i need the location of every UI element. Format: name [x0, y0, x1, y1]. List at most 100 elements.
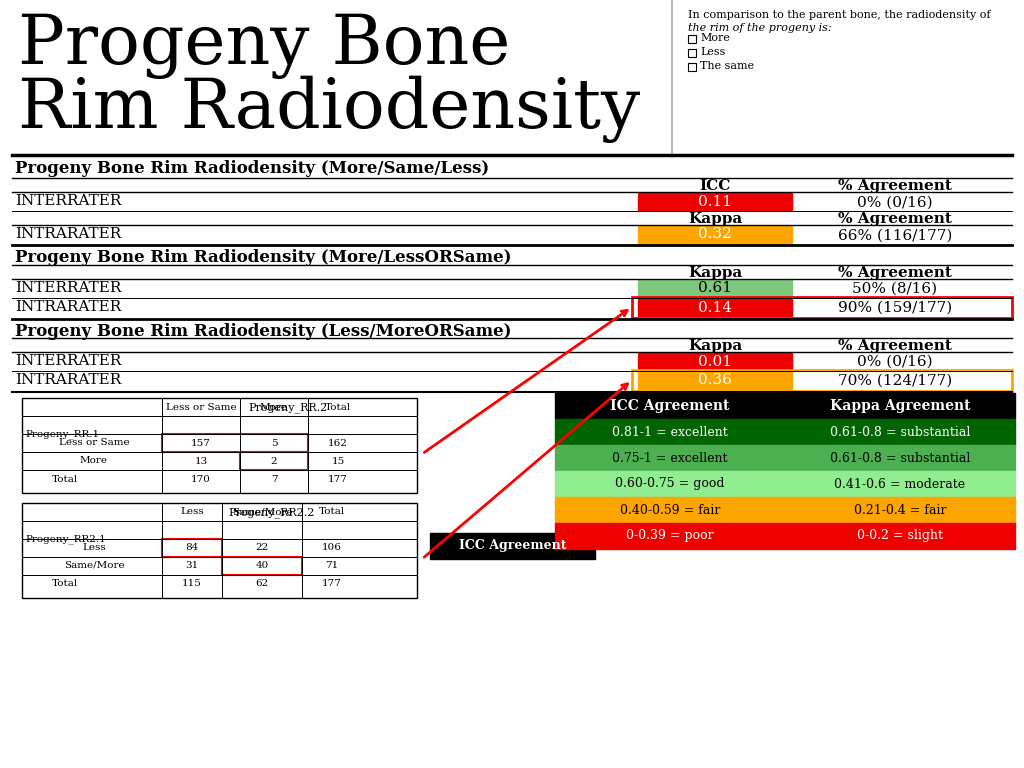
Text: Progeny_RR.2: Progeny_RR.2: [249, 402, 328, 412]
Text: 90% (159/177): 90% (159/177): [838, 301, 952, 315]
Bar: [785, 419, 1015, 445]
Text: Same/More: Same/More: [63, 561, 124, 570]
Text: 0.81-1 = excellent: 0.81-1 = excellent: [612, 425, 728, 439]
Text: Kappa: Kappa: [688, 212, 742, 226]
Text: Rim Radiodensity: Rim Radiodensity: [18, 76, 640, 144]
Text: 170: 170: [191, 475, 211, 484]
Bar: [555, 445, 785, 471]
Text: 177: 177: [328, 475, 348, 484]
Text: Same/More: Same/More: [231, 508, 292, 517]
Text: 0.14: 0.14: [698, 300, 732, 315]
Text: 0% (0/16): 0% (0/16): [857, 355, 933, 369]
Bar: [785, 393, 1015, 419]
Text: 71: 71: [326, 561, 339, 571]
Text: In comparison to the parent bone, the radiodensity of: In comparison to the parent bone, the ra…: [688, 10, 990, 20]
Bar: [688, 49, 696, 57]
Text: Kappa Agreement: Kappa Agreement: [829, 399, 971, 413]
Text: More: More: [700, 33, 730, 43]
Text: ICC Agreement: ICC Agreement: [610, 399, 730, 413]
Text: Total: Total: [52, 475, 78, 484]
Text: Progeny Bone Rim Radiodensity (Less/MoreORSame): Progeny Bone Rim Radiodensity (Less/More…: [15, 323, 512, 340]
Text: INTRARATER: INTRARATER: [15, 227, 121, 241]
Text: Less: Less: [180, 508, 204, 517]
Text: Total: Total: [325, 402, 351, 412]
Text: 7: 7: [270, 475, 278, 484]
Text: Kappa: Kappa: [688, 339, 742, 353]
Text: Progeny Bone: Progeny Bone: [18, 13, 510, 79]
Bar: [555, 471, 785, 497]
Bar: [555, 393, 785, 419]
Text: 0.21-0.4 = fair: 0.21-0.4 = fair: [854, 504, 946, 517]
Text: Total: Total: [318, 508, 345, 517]
Bar: [785, 471, 1015, 497]
Text: INTRARATER: INTRARATER: [15, 373, 121, 387]
Text: % Agreement: % Agreement: [838, 212, 952, 226]
Bar: [688, 35, 696, 43]
Bar: [632, 297, 1012, 318]
Bar: [638, 226, 792, 243]
Bar: [162, 539, 222, 557]
Bar: [555, 419, 785, 445]
Bar: [785, 497, 1015, 523]
Text: Progeny_RR2.1: Progeny_RR2.1: [25, 534, 105, 544]
Text: 50% (8/16): 50% (8/16): [852, 282, 938, 296]
Text: 0.61-0.8 = substantial: 0.61-0.8 = substantial: [829, 452, 970, 465]
Text: 22: 22: [255, 544, 268, 552]
Bar: [22, 503, 417, 598]
Bar: [638, 372, 792, 389]
Text: % Agreement: % Agreement: [838, 339, 952, 353]
Bar: [638, 193, 792, 210]
Text: 15: 15: [332, 456, 345, 465]
Text: 0-0.39 = poor: 0-0.39 = poor: [627, 529, 714, 542]
Text: 0.41-0.6 = moderate: 0.41-0.6 = moderate: [835, 478, 966, 491]
Text: INTERRATER: INTERRATER: [15, 194, 122, 208]
Bar: [22, 398, 417, 493]
Text: 162: 162: [328, 439, 348, 448]
Bar: [785, 445, 1015, 471]
Text: Progeny Bone Rim Radiodensity (More/Same/Less): Progeny Bone Rim Radiodensity (More/Same…: [15, 160, 489, 177]
Bar: [240, 452, 308, 470]
Text: INTERRATER: INTERRATER: [15, 354, 122, 368]
Text: ICC: ICC: [699, 179, 731, 193]
Text: Less or Same: Less or Same: [166, 402, 237, 412]
Text: 70% (124/177): 70% (124/177): [838, 374, 952, 388]
Text: 13: 13: [195, 456, 208, 465]
Text: 5: 5: [270, 439, 278, 448]
Text: INTERRATER: INTERRATER: [15, 281, 122, 295]
Text: 0.75-1 = excellent: 0.75-1 = excellent: [612, 452, 728, 465]
Text: 115: 115: [182, 580, 202, 588]
Text: Less: Less: [82, 543, 105, 552]
Text: The same: The same: [700, 61, 754, 71]
Bar: [222, 557, 302, 575]
Text: 106: 106: [323, 544, 342, 552]
Text: INTRARATER: INTRARATER: [15, 300, 121, 314]
Text: 177: 177: [323, 580, 342, 588]
Text: More: More: [260, 402, 288, 412]
Text: 0.36: 0.36: [698, 373, 732, 388]
Bar: [638, 280, 792, 297]
Text: 0.01: 0.01: [698, 355, 732, 369]
Text: 62: 62: [255, 580, 268, 588]
Text: 66% (116/177): 66% (116/177): [838, 229, 952, 243]
Text: More: More: [80, 456, 108, 465]
Text: Progeny Bone Rim Radiodensity (More/LessORSame): Progeny Bone Rim Radiodensity (More/Less…: [15, 249, 512, 266]
Bar: [785, 523, 1015, 549]
Text: 40: 40: [255, 561, 268, 571]
Text: Total: Total: [52, 580, 78, 588]
Text: the rim of the progeny is:: the rim of the progeny is:: [688, 23, 831, 33]
Text: 0.40-0.59 = fair: 0.40-0.59 = fair: [620, 504, 720, 517]
Bar: [555, 523, 785, 549]
Text: 0.11: 0.11: [698, 194, 732, 208]
Text: 84: 84: [185, 544, 199, 552]
Text: 0% (0/16): 0% (0/16): [857, 196, 933, 210]
Text: 31: 31: [185, 561, 199, 571]
Bar: [638, 353, 792, 370]
Text: 0.60-0.75 = good: 0.60-0.75 = good: [615, 478, 725, 491]
Text: % Agreement: % Agreement: [838, 266, 952, 280]
Bar: [632, 370, 1012, 391]
Text: 0-0.2 = slight: 0-0.2 = slight: [857, 529, 943, 542]
Bar: [688, 63, 696, 71]
Text: 0.61: 0.61: [698, 282, 732, 296]
Text: 0.32: 0.32: [698, 227, 732, 241]
Text: Progeny_RR.1: Progeny_RR.1: [25, 429, 99, 439]
